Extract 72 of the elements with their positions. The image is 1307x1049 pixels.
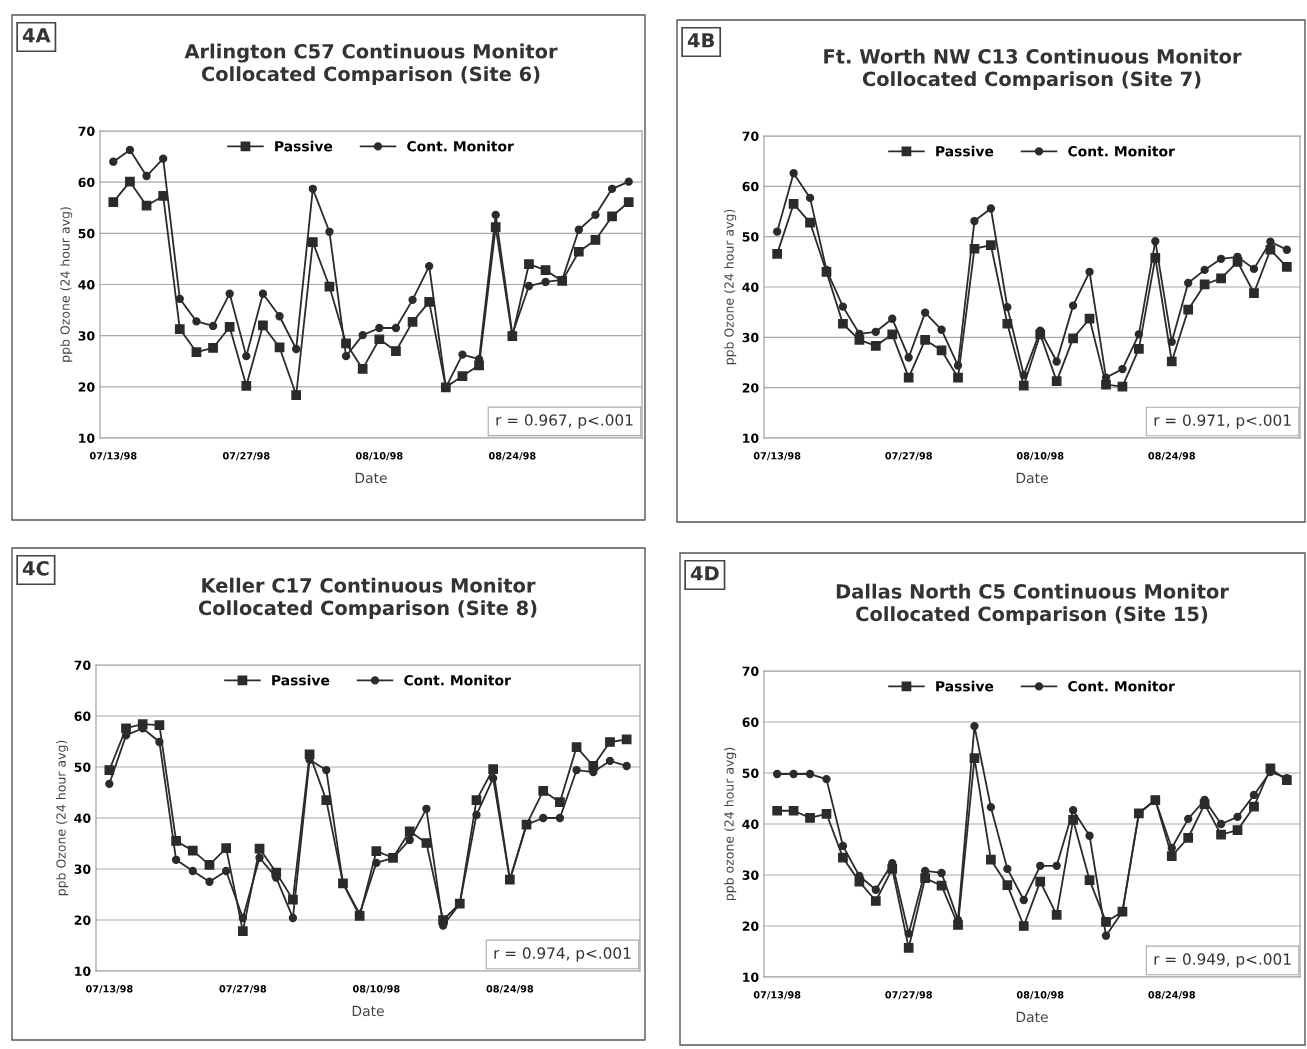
x-tick-label: 08/24/98 — [488, 452, 536, 461]
y-tick-label: 60 — [74, 711, 91, 721]
y-tick-label: 70 — [78, 126, 95, 136]
annotation: r = 0.974, p<.001 — [494, 947, 631, 962]
x-tick-label: 08/10/98 — [1016, 991, 1064, 1000]
y-tick-label: 60 — [742, 717, 759, 727]
text: 4B — [687, 33, 714, 48]
chart-title: Keller C17 Continuous Monitor Collocated Comparison (Site 8) — [198, 577, 537, 620]
y-tick-label: 50 — [74, 762, 91, 772]
chart-title: Arlington C57 Continuous Monitor Collocated Comparison (Site 6) — [184, 43, 558, 86]
x-tick-label: 07/13/98 — [753, 452, 801, 461]
x-tick-label: 07/27/98 — [885, 452, 932, 461]
y-tick-label: 30 — [74, 864, 91, 874]
y-tick-label: 20 — [78, 382, 95, 392]
y-tick-label: 10 — [75, 966, 91, 976]
legend-label: Passive — [272, 674, 330, 686]
text: 4D — [690, 566, 719, 581]
y-tick-label: 20 — [742, 921, 759, 931]
x-tick-label: 07/13/98 — [753, 991, 801, 1000]
y-tick-label: 70 — [742, 131, 759, 141]
y-tick-label: 10 — [79, 433, 95, 443]
y-tick-label: 30 — [742, 870, 759, 880]
y-tick-label: 20 — [742, 383, 759, 393]
y-tick-label: 20 — [74, 915, 91, 925]
x-tick-label: 08/24/98 — [486, 985, 534, 994]
y-tick-label: 60 — [78, 177, 95, 188]
chart-title: Dallas North C5 Continuous Monitor Collocated Comparison (Site 15) — [836, 583, 1229, 626]
x-tick-label: 07/13/98 — [85, 985, 133, 994]
annotation: r = 0.967, p<.001 — [496, 414, 633, 429]
legend-label: Passive — [275, 140, 333, 152]
text: 4A — [22, 28, 51, 43]
y-tick-label: 10 — [743, 972, 759, 982]
y-tick-label: 40 — [742, 282, 759, 292]
y-tick-label: 30 — [78, 331, 95, 341]
x-tick-label: 08/24/98 — [1148, 991, 1195, 1000]
text: 4C — [22, 560, 49, 576]
legend-label: Passive — [936, 680, 994, 692]
x-axis-title: Date — [1016, 472, 1048, 484]
y-tick-label: 50 — [742, 232, 759, 242]
legend-label: Cont. Monitor — [404, 674, 511, 686]
x-tick-label: 07/27/98 — [885, 991, 932, 1000]
legend-label: Passive — [936, 145, 994, 157]
x-tick-label: 07/27/98 — [222, 452, 270, 461]
x-tick-label: 08/10/98 — [1016, 452, 1064, 461]
y-tick-label: 50 — [78, 228, 95, 239]
y-axis-title: ppb Ozone (24 hour avg) — [60, 207, 73, 362]
x-tick-label: 07/27/98 — [219, 985, 267, 994]
x-axis-title: Date — [352, 1005, 384, 1017]
annotation: r = 0.949, p<.001 — [1154, 953, 1291, 968]
annotation: r = 0.971, p<.001 — [1154, 414, 1291, 429]
y-tick-label: 50 — [742, 768, 759, 778]
y-tick-label: 70 — [74, 660, 91, 670]
y-tick-label: 30 — [742, 332, 759, 343]
y-axis-title: ppb Ozone (24 hour avg) — [56, 740, 69, 896]
y-tick-label: 10 — [743, 433, 759, 443]
y-axis-title: ppb Ozone (24 hour avg) — [724, 209, 737, 365]
y-tick-label: 70 — [742, 666, 759, 676]
y-tick-label: 60 — [742, 181, 759, 192]
legend-label: Cont. Monitor — [407, 140, 514, 152]
chart-title: Ft. Worth NW C13 Continuous Monitor Collocated Comparison (Site 7) — [824, 48, 1242, 91]
x-tick-label: 08/10/98 — [352, 985, 400, 994]
x-tick-label: 07/13/98 — [89, 452, 137, 461]
y-tick-label: 40 — [742, 819, 759, 829]
y-tick-label: 40 — [74, 813, 91, 823]
x-tick-label: 08/24/98 — [1148, 452, 1195, 461]
y-tick-label: 40 — [78, 279, 95, 290]
legend-label: Cont. Monitor — [1068, 145, 1175, 157]
x-axis-title: Date — [355, 472, 387, 484]
x-tick-label: 08/10/98 — [355, 452, 403, 461]
x-axis-title: Date — [1016, 1011, 1048, 1023]
legend-label: Cont. Monitor — [1068, 680, 1175, 692]
y-axis-title: ppb ozone (24 hour avg) — [724, 747, 737, 901]
